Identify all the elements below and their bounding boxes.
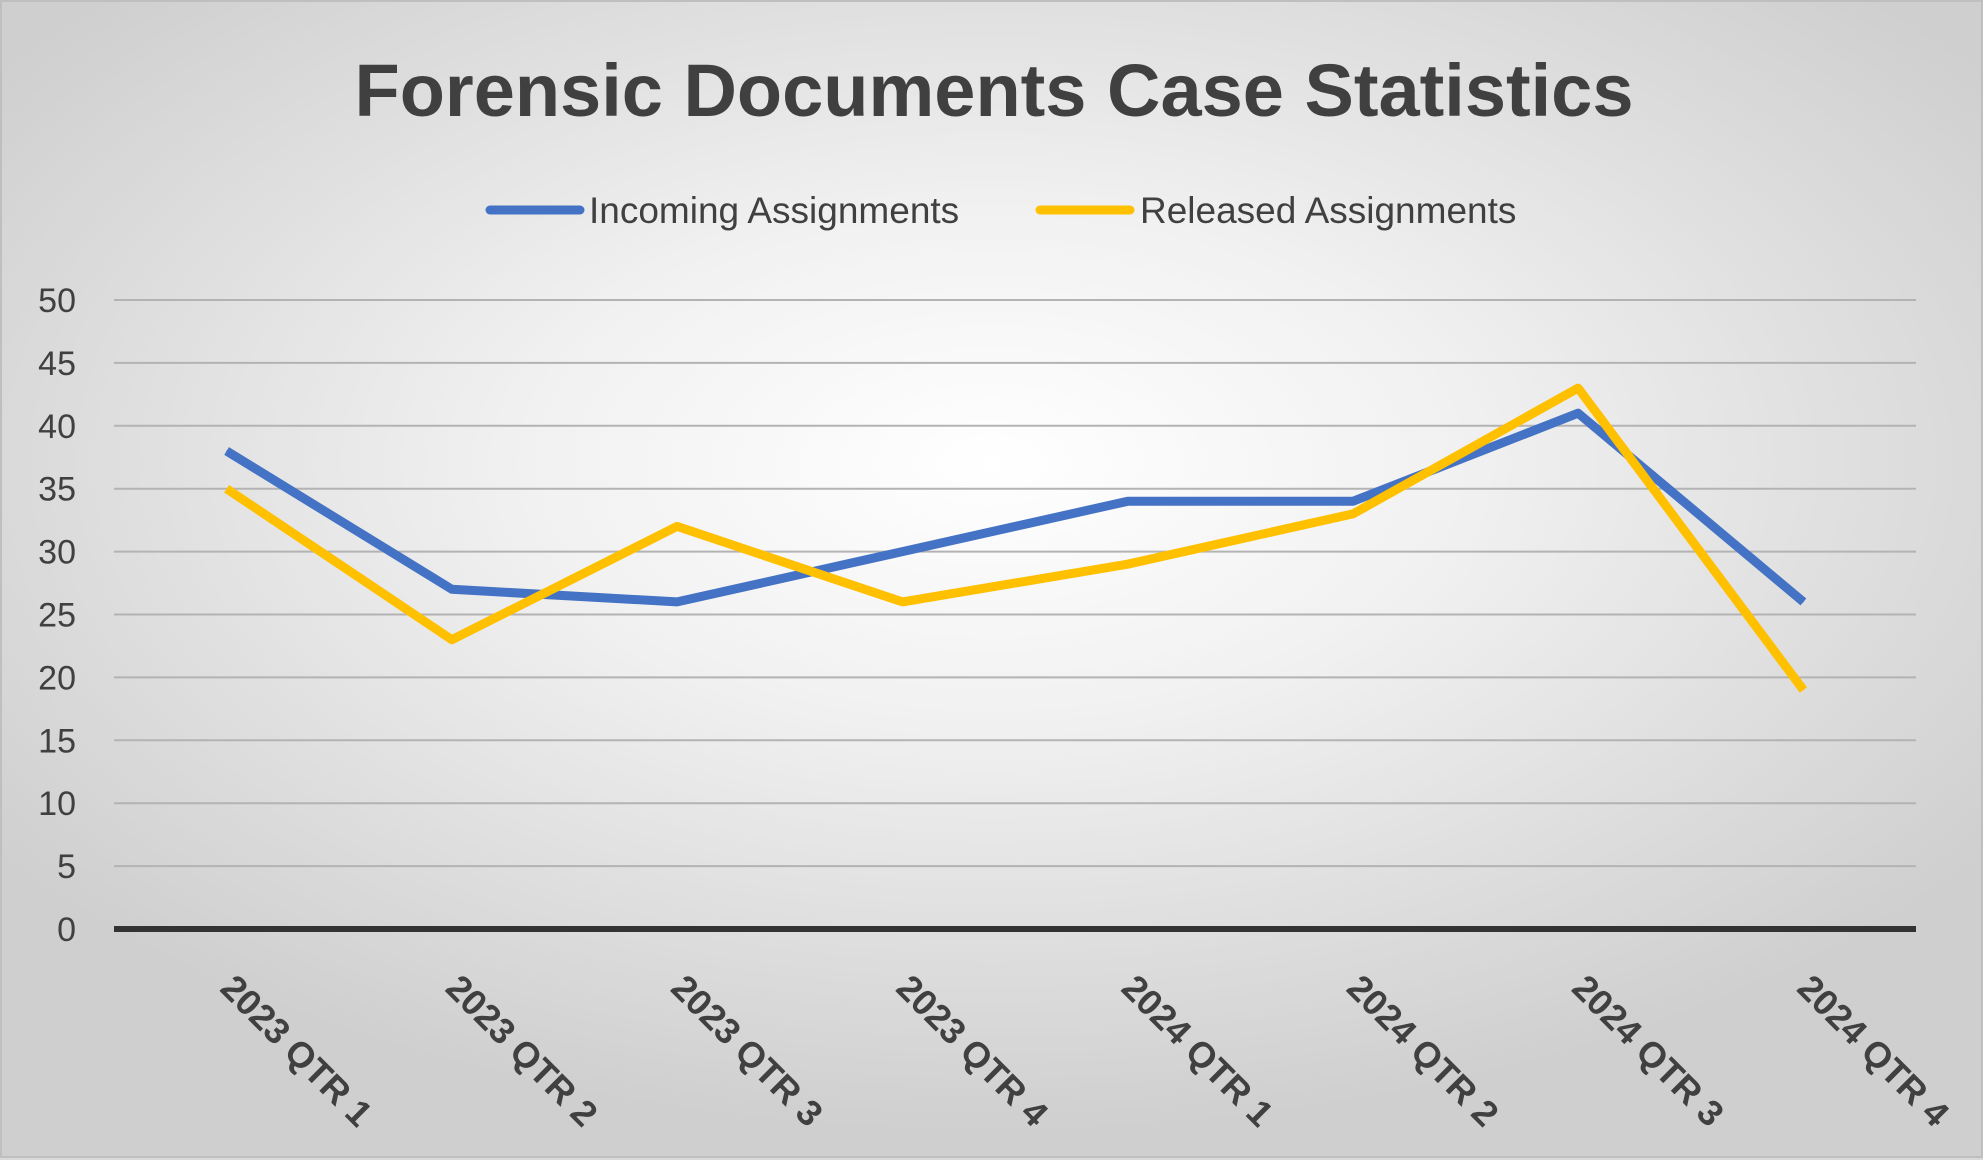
x-tick-label: 2024 QTR 4 [1790,967,1958,1135]
y-axis: 0 5 10 15 20 25 30 35 40 45 50 [38,282,76,949]
legend-label: Incoming Assignments [589,190,959,231]
y-tick-label: 35 [38,471,76,509]
data-point [1577,412,1579,414]
data-point [901,601,903,603]
series-1 [224,383,1808,693]
y-tick-label: 0 [57,911,76,949]
x-axis: 2023 QTR 1 2023 QTR 2 2023 QTR 3 2023 QTR 4… [213,967,1957,1135]
y-tick-label: 50 [38,282,76,320]
series-layer [224,383,1808,693]
y-tick-label: 30 [38,534,76,572]
series-0 [224,408,1807,607]
data-point [901,551,903,553]
data-point [1352,500,1354,502]
gridlines [114,299,1916,932]
x-tick-label: 2023 QTR 3 [663,967,831,1135]
legend-item: Released Assignments [1035,190,1516,231]
y-tick-label: 20 [38,659,76,697]
x-tick-label: 2023 QTR 4 [889,967,1057,1135]
x-tick-label: 2023 QTR 1 [213,967,381,1135]
data-point [1802,601,1804,603]
data-point [676,525,678,527]
legend-label: Released Assignments [1140,190,1516,231]
y-tick-label: 45 [38,345,76,383]
data-point [1802,689,1804,691]
data-point [1127,500,1129,502]
series-line [224,383,1808,693]
y-tick-label: 10 [38,785,76,823]
x-tick-label: 2024 QTR 3 [1564,967,1732,1135]
data-point [1352,513,1354,515]
x-tick-label: 2024 QTR 1 [1114,967,1282,1135]
x-tick-label: 2024 QTR 2 [1339,967,1507,1135]
data-point [226,488,228,490]
x-tick-label: 2023 QTR 2 [438,967,606,1135]
y-tick-label: 5 [57,848,76,886]
chart-title: Forensic Documents Case Statistics [355,49,1634,132]
legend: Incoming Assignments Released Assignments [485,190,1516,231]
y-tick-label: 15 [38,722,76,760]
data-point [676,601,678,603]
data-point [451,639,453,641]
series-line [224,408,1807,607]
data-point [451,588,453,590]
data-point [226,450,228,452]
y-tick-label: 40 [38,408,76,446]
data-point [1127,563,1129,565]
data-point [1577,387,1579,389]
y-tick-label: 25 [38,597,76,635]
legend-item: Incoming Assignments [485,190,959,231]
